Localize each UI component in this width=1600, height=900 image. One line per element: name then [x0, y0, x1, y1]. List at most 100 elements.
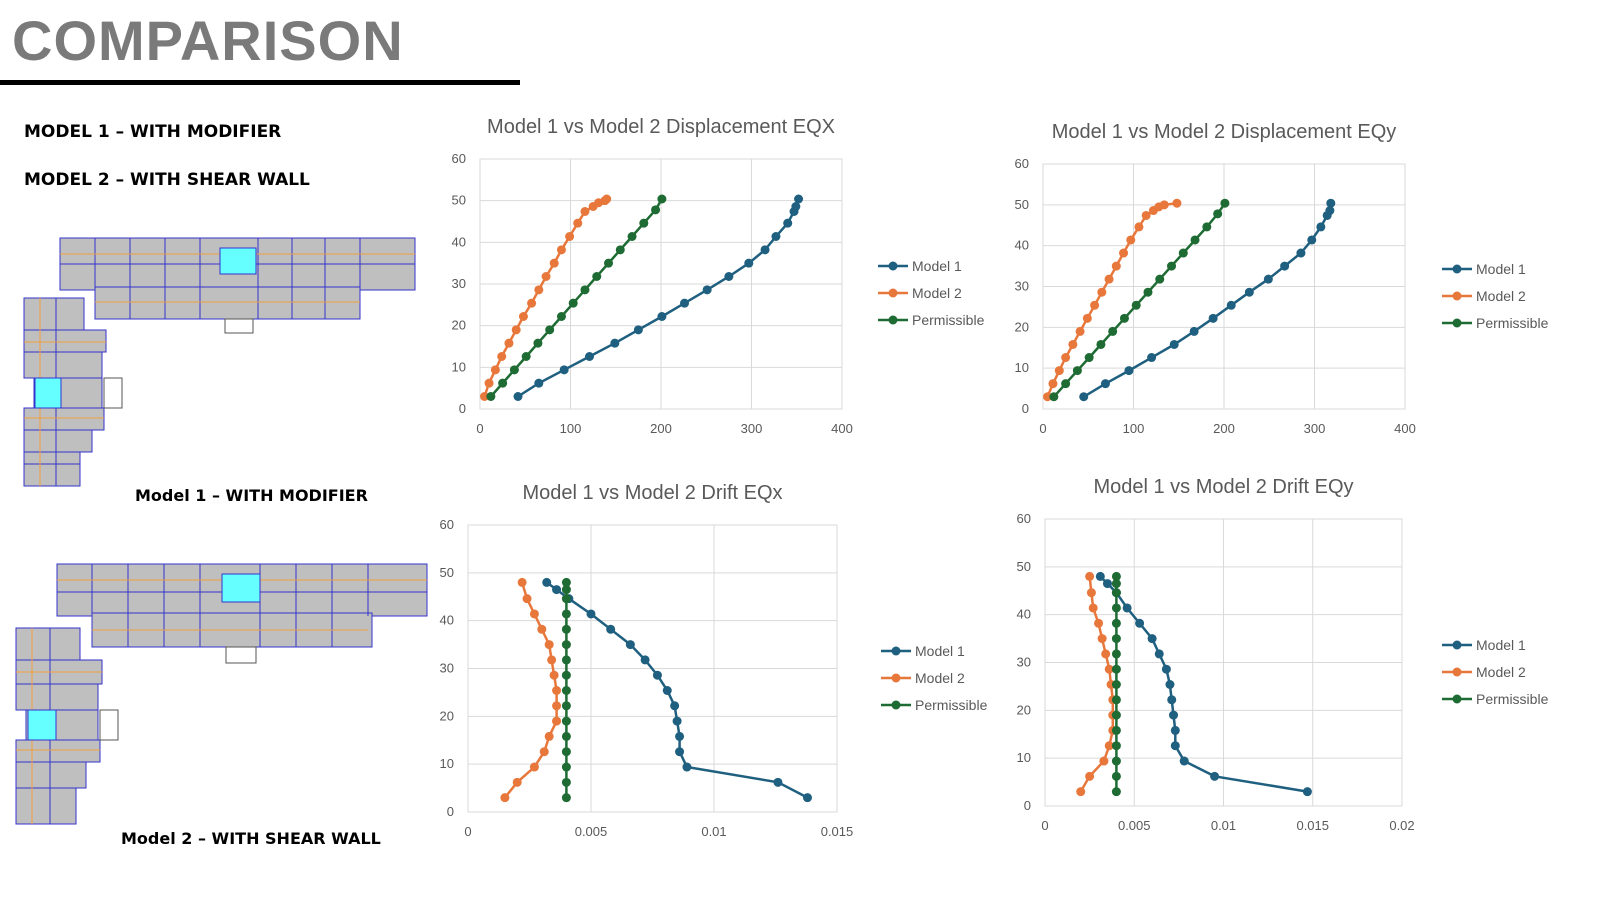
- legend-marker: [888, 261, 898, 271]
- data-point: [627, 232, 637, 241]
- data-point: [1316, 222, 1326, 232]
- data-point: [565, 232, 575, 241]
- data-point: [1154, 649, 1164, 659]
- legend-label: Model 1: [915, 643, 965, 659]
- legend-label: Model 1: [1476, 637, 1526, 653]
- data-point: [539, 747, 549, 757]
- data-point: [561, 731, 571, 741]
- data-point: [561, 609, 571, 619]
- data-point: [1100, 379, 1110, 389]
- x-tick-label: 0: [1041, 818, 1048, 833]
- data-point: [1111, 695, 1121, 705]
- data-point: [522, 594, 532, 604]
- data-point: [542, 577, 552, 587]
- x-tick-label: 300: [1304, 421, 1326, 436]
- x-tick-label: 400: [1394, 421, 1416, 436]
- data-point: [561, 624, 571, 634]
- data-point: [675, 747, 685, 757]
- legend-label: Permissible: [912, 312, 985, 328]
- data-point: [504, 338, 514, 348]
- legend-marker: [1452, 640, 1462, 650]
- data-point: [652, 670, 662, 680]
- data-point: [1111, 618, 1121, 628]
- data-point: [675, 731, 685, 741]
- y-tick-label: 60: [1015, 156, 1029, 171]
- y-tick-label: 50: [440, 565, 454, 580]
- data-point: [1302, 787, 1312, 797]
- series-line-model-1: [545, 581, 809, 799]
- plot-area: [479, 158, 843, 410]
- data-point: [702, 285, 712, 295]
- x-tick-label: 0.015: [821, 824, 854, 839]
- data-point: [521, 352, 531, 361]
- data-point: [1049, 392, 1059, 402]
- chart-title: Model 1 vs Model 2 Displacement EQy: [1052, 121, 1397, 143]
- data-point: [1072, 366, 1082, 376]
- legend-label: Permissible: [1476, 315, 1549, 331]
- data-point: [534, 378, 544, 388]
- data-point: [1068, 339, 1078, 349]
- data-point: [1104, 741, 1114, 751]
- data-point: [480, 392, 490, 401]
- x-tick-label: 0.005: [1118, 818, 1151, 833]
- data-point: [1111, 680, 1121, 690]
- y-tick-label: 20: [452, 318, 466, 333]
- data-point: [1170, 725, 1180, 735]
- data-point: [1048, 379, 1058, 389]
- chart-drift-eqx: Model 1 vs Model 2 Drift EQx 0 10 20 30 40 50 6…: [440, 482, 988, 839]
- data-point: [537, 624, 547, 634]
- data-point: [615, 245, 625, 255]
- data-point: [1111, 579, 1121, 589]
- y-tick-label: 60: [452, 151, 466, 166]
- data-point: [509, 365, 519, 375]
- data-point: [534, 285, 544, 295]
- data-point: [561, 594, 571, 604]
- data-point: [1111, 649, 1121, 659]
- x-tick-label: 300: [741, 421, 763, 436]
- x-tick-label: 0: [476, 421, 483, 436]
- data-point: [602, 194, 612, 204]
- x-tick-label: 0: [464, 824, 471, 839]
- x-tick-label: 400: [831, 421, 853, 436]
- legend-marker: [1452, 694, 1462, 704]
- plot-area: [1044, 518, 1403, 807]
- data-point: [518, 312, 528, 321]
- y-tick-label: 30: [1015, 279, 1029, 294]
- model-2-label: MODEL 2 – WITH SHEAR WALL: [24, 170, 310, 190]
- data-point: [794, 194, 804, 204]
- legend-marker: [888, 315, 898, 325]
- y-tick-label: 30: [1017, 655, 1031, 670]
- x-tick-label: 0.015: [1296, 818, 1329, 833]
- y-tick-label: 30: [440, 661, 454, 676]
- data-point: [773, 777, 783, 787]
- y-tick-label: 20: [440, 708, 454, 723]
- plan-1-caption: Model 1 – WITH MODIFIER: [135, 486, 368, 505]
- legend-label: Model 1: [1476, 261, 1526, 277]
- x-tick-label: 200: [1213, 421, 1235, 436]
- data-point: [1131, 300, 1141, 310]
- floor-plan-model-2: [15, 563, 428, 825]
- legend-marker: [888, 288, 898, 298]
- data-point: [512, 777, 522, 787]
- data-point: [1111, 741, 1121, 751]
- data-point: [783, 218, 793, 228]
- y-tick-label: 10: [1015, 360, 1029, 375]
- chart-title: Model 1 vs Model 2 Drift EQx: [522, 482, 782, 504]
- data-point: [573, 218, 583, 228]
- data-point: [672, 716, 682, 726]
- data-point: [604, 258, 614, 268]
- plan-2-caption: Model 2 – WITH SHEAR WALL: [121, 829, 381, 848]
- data-point: [1155, 274, 1165, 284]
- data-point: [1111, 588, 1121, 598]
- page-title: COMPARISON: [12, 9, 404, 72]
- legend-marker: [1452, 318, 1462, 328]
- chart-title: Model 1 vs Model 2 Drift EQy: [1093, 476, 1353, 498]
- data-point: [552, 701, 562, 711]
- x-tick-label: 0.01: [701, 824, 726, 839]
- y-tick-label: 40: [440, 613, 454, 628]
- data-point: [580, 285, 590, 295]
- chart-drift-eqy: Model 1 vs Model 2 Drift EQy 0 10 20 30 40 50 6…: [1017, 476, 1549, 833]
- data-point: [1043, 392, 1053, 402]
- data-point: [552, 686, 562, 696]
- data-point: [484, 378, 494, 388]
